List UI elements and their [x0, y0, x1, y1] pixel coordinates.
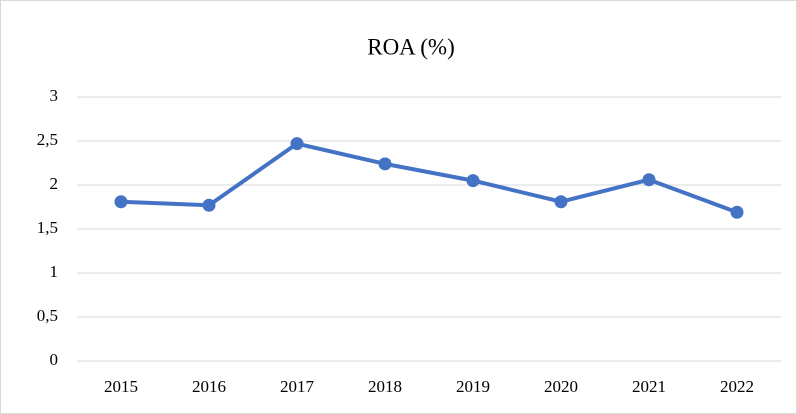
x-tick-label: 2015 [104, 377, 138, 396]
y-tick-label: 0,5 [37, 306, 58, 325]
chart-title: ROA (%) [367, 34, 455, 59]
point [290, 137, 304, 151]
x-tick-label: 2017 [280, 377, 315, 396]
point [378, 157, 392, 171]
point [202, 198, 216, 212]
point [730, 205, 744, 219]
x-tick-label: 2021 [632, 377, 666, 396]
point [554, 195, 568, 209]
y-tick-label: 0 [50, 350, 59, 369]
y-tick-label: 2 [50, 174, 59, 193]
x-tick-label: 2022 [720, 377, 754, 396]
x-tick-label: 2019 [456, 377, 490, 396]
point [642, 173, 656, 187]
x-tick-label: 2016 [192, 377, 226, 396]
x-tick-label: 2018 [368, 377, 402, 396]
y-tick-label: 2,5 [37, 130, 58, 149]
y-tick-label: 1,5 [37, 218, 58, 237]
y-tick-label: 3 [50, 86, 59, 105]
point [114, 195, 128, 209]
x-tick-label: 2020 [544, 377, 578, 396]
point [466, 174, 480, 188]
line [120, 141, 738, 215]
y-tick-label: 1 [50, 262, 59, 281]
